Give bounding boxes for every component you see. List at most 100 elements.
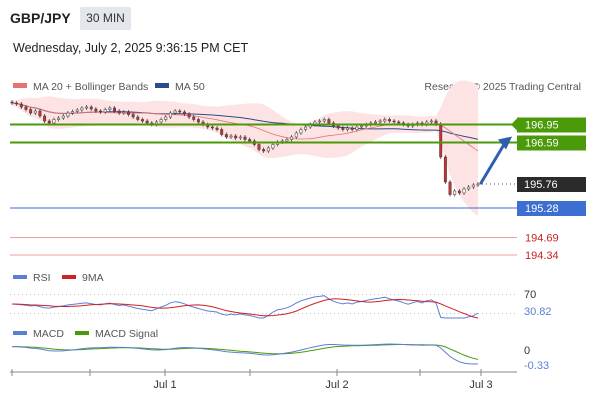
candle bbox=[29, 109, 33, 114]
level-label: 196.59 bbox=[525, 138, 559, 150]
legend-rsi-swatch bbox=[13, 275, 27, 279]
candle bbox=[19, 103, 23, 108]
candle bbox=[476, 183, 480, 186]
price-panel bbox=[10, 80, 480, 217]
macd-signal-line bbox=[12, 344, 479, 360]
macd-zero-label: 0 bbox=[524, 345, 530, 357]
candle bbox=[341, 127, 345, 130]
candle bbox=[318, 120, 322, 123]
candle bbox=[168, 112, 172, 118]
candle bbox=[75, 109, 79, 112]
candle bbox=[346, 127, 349, 130]
candle bbox=[141, 119, 144, 122]
legend-macd-signal: MACD Signal bbox=[95, 328, 158, 340]
candle bbox=[24, 106, 28, 110]
candle bbox=[127, 111, 130, 115]
legend-macd-swatch bbox=[13, 331, 27, 335]
rsi-panel bbox=[10, 294, 517, 319]
candle bbox=[448, 181, 452, 195]
candle bbox=[234, 135, 238, 139]
candle bbox=[94, 108, 98, 112]
candle bbox=[80, 107, 84, 111]
level-label: 194.69 bbox=[525, 233, 559, 245]
candle bbox=[66, 112, 70, 117]
candle bbox=[471, 184, 475, 188]
candle bbox=[61, 115, 65, 119]
symbol-title: GBP/JPY bbox=[10, 10, 71, 26]
candle bbox=[103, 109, 107, 113]
macd-panel bbox=[11, 343, 479, 365]
rsi-70-label: 70 bbox=[524, 289, 536, 301]
candle bbox=[182, 111, 186, 115]
legend-ma20-swatch bbox=[13, 83, 27, 88]
candle bbox=[187, 113, 191, 118]
level-label: 195.28 bbox=[525, 203, 559, 215]
rsi-ma-line bbox=[11, 298, 479, 319]
candle bbox=[299, 129, 303, 134]
candle bbox=[360, 125, 363, 128]
candle bbox=[131, 114, 135, 118]
candle bbox=[285, 139, 289, 142]
rsi-value-label: 30.82 bbox=[524, 306, 552, 318]
credit-label: Research © 2025 Trading Central bbox=[424, 81, 581, 93]
current-price-label: 195.76 bbox=[524, 179, 558, 191]
candle bbox=[453, 190, 457, 195]
candle bbox=[159, 119, 163, 123]
level-tag bbox=[517, 135, 586, 151]
legend-9ma: 9MA bbox=[82, 272, 104, 284]
candle bbox=[290, 136, 294, 140]
candle bbox=[117, 110, 121, 114]
legend-rsi: RSI bbox=[33, 272, 51, 284]
time-tick-label: Jul 3 bbox=[469, 379, 492, 391]
candle bbox=[243, 136, 247, 140]
candle bbox=[327, 119, 331, 124]
projection-arrow-head bbox=[498, 136, 512, 150]
candle bbox=[145, 120, 149, 124]
rsi-line bbox=[11, 295, 479, 319]
candle bbox=[164, 116, 168, 120]
candle bbox=[122, 111, 126, 114]
macd-line bbox=[11, 343, 479, 365]
level-label: 196.95 bbox=[525, 120, 559, 132]
level-label: 194.34 bbox=[525, 250, 559, 262]
candle bbox=[173, 110, 177, 114]
candle bbox=[43, 115, 47, 122]
candle bbox=[350, 127, 354, 130]
legend-macd-signal-swatch bbox=[75, 331, 89, 335]
level-tag-pointer bbox=[511, 118, 517, 131]
candle bbox=[47, 120, 51, 124]
candle bbox=[467, 186, 471, 190]
candle bbox=[33, 110, 37, 114]
candle bbox=[136, 116, 140, 120]
candle bbox=[220, 129, 224, 135]
candle bbox=[388, 119, 391, 122]
candle bbox=[15, 102, 19, 105]
candle bbox=[462, 188, 466, 194]
candle bbox=[439, 123, 443, 158]
level-tag bbox=[517, 117, 586, 133]
legend-macd: MACD bbox=[33, 328, 64, 340]
candle bbox=[196, 119, 200, 123]
candle bbox=[383, 119, 387, 122]
candle bbox=[322, 119, 326, 122]
candle bbox=[266, 147, 270, 152]
candle bbox=[392, 120, 396, 123]
candle bbox=[336, 125, 340, 129]
candle bbox=[57, 117, 61, 120]
candle bbox=[355, 126, 359, 130]
legend-ma20: MA 20 + Bollinger Bands bbox=[33, 81, 148, 93]
candle bbox=[457, 190, 461, 194]
projection-arrow-shaft bbox=[479, 143, 506, 185]
legend-9ma-swatch bbox=[62, 275, 76, 279]
macd-value-label: -0.33 bbox=[524, 360, 549, 372]
candle bbox=[215, 127, 219, 130]
candle bbox=[294, 132, 298, 138]
level-tag bbox=[517, 201, 586, 216]
candle bbox=[257, 144, 261, 150]
candle bbox=[262, 149, 266, 152]
timeframe-button[interactable]: 30 MIN bbox=[80, 7, 131, 30]
time-tick-label: Jul 2 bbox=[325, 379, 348, 391]
legend-ma50-swatch bbox=[155, 83, 169, 88]
candle bbox=[99, 110, 102, 113]
